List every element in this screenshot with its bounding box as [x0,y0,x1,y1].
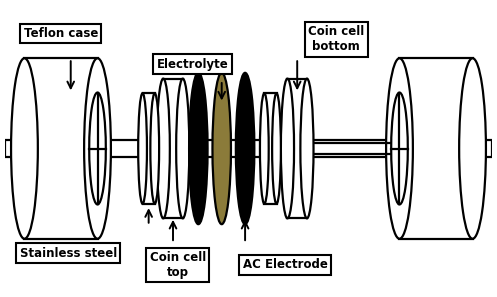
Text: Stainless steel: Stainless steel [20,247,117,260]
Bar [264,93,276,204]
Bar [287,79,307,218]
Ellipse shape [391,93,408,204]
Ellipse shape [260,93,269,204]
Ellipse shape [176,79,189,218]
Text: Teflon case: Teflon case [24,27,98,40]
Bar [24,58,97,239]
Bar [143,93,155,204]
Text: Coin cell
bottom: Coin cell bottom [308,25,364,53]
Ellipse shape [89,93,106,204]
Ellipse shape [272,93,281,204]
Bar [400,58,473,239]
Text: Coin cell
top: Coin cell top [150,251,206,279]
Ellipse shape [386,58,413,239]
Ellipse shape [459,58,486,239]
Ellipse shape [157,79,170,218]
Text: AC Electrode: AC Electrode [243,258,328,271]
Bar [5,140,492,157]
Ellipse shape [84,58,111,239]
Ellipse shape [138,93,147,204]
Bar [163,79,183,218]
Ellipse shape [281,79,294,218]
Ellipse shape [11,58,38,239]
Ellipse shape [189,73,208,224]
Ellipse shape [236,73,254,224]
Ellipse shape [300,79,314,218]
Ellipse shape [212,73,231,224]
Ellipse shape [151,93,159,204]
Text: Electrolyte: Electrolyte [157,58,228,71]
